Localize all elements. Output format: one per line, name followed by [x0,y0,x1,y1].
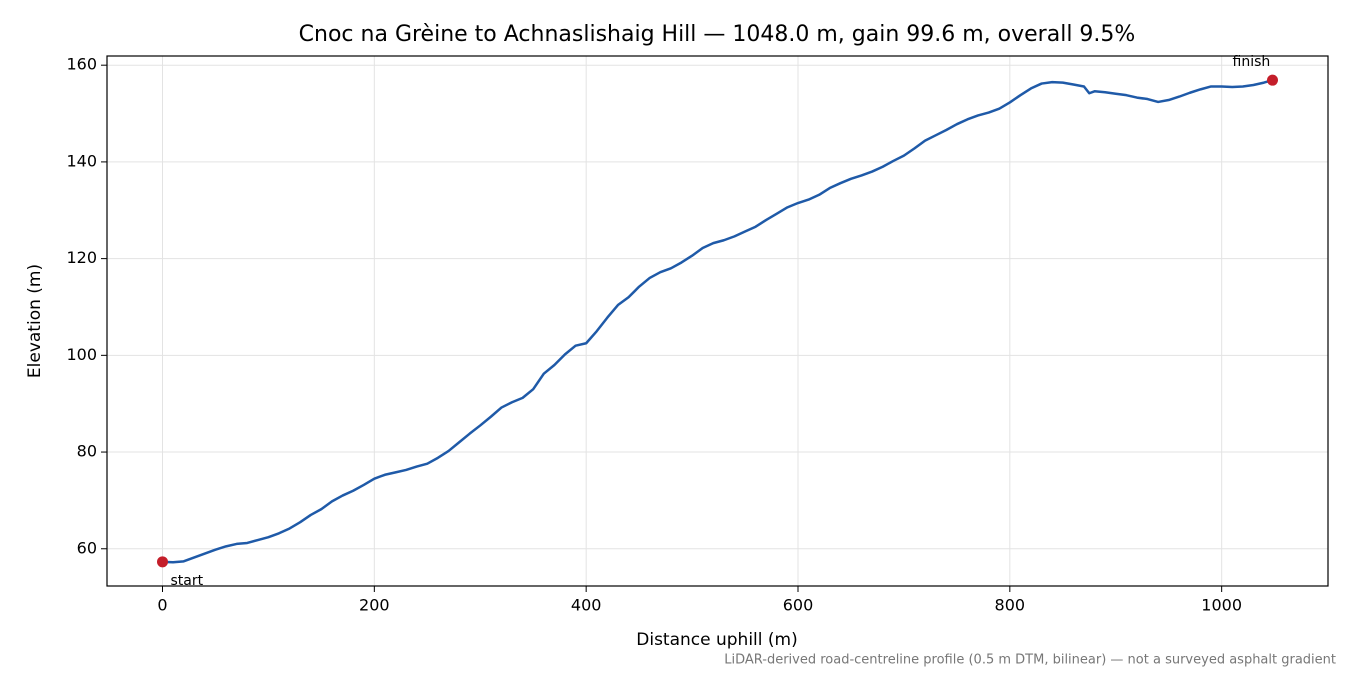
x-axis-label: Distance uphill (m) [636,630,797,650]
endpoint-marker [1267,74,1278,86]
x-tick-label: 0 [157,596,167,615]
endpoint-label: start [171,573,204,589]
chart-title: Cnoc na Grèine to Achnaslishaig Hill — 1… [299,22,1136,47]
x-tick-label: 200 [359,596,390,615]
y-tick-label: 160 [66,55,97,74]
y-axis-label: Elevation (m) [25,264,45,378]
y-tick-label: 140 [66,151,97,170]
x-tick-label: 600 [783,596,814,615]
line [162,78,1273,564]
x-tick-label: 1000 [1201,596,1242,615]
y-tick-label: 60 [77,538,97,557]
y-tick-label: 100 [66,345,97,364]
x-tick-label: 400 [571,596,602,615]
endpoint-label: finish [1233,54,1271,70]
x-tick-label: 800 [995,596,1026,615]
endpoint-marker [157,556,168,568]
footnote: LiDAR-derived road-centreline profile (0… [724,653,1336,668]
y-tick-label: 80 [77,442,97,461]
plot-frame [106,55,1329,587]
y-tick-label: 120 [66,248,97,267]
